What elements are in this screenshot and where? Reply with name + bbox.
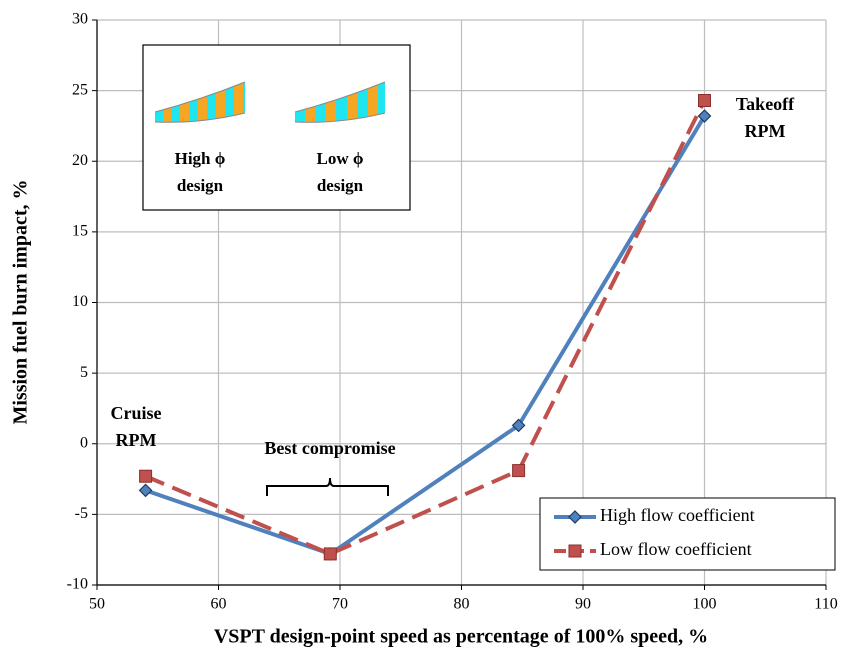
x-tick-label: 50: [89, 596, 105, 613]
y-tick-label: 5: [80, 364, 88, 381]
grid: [92, 19, 827, 590]
x-tick-label: 80: [454, 596, 470, 613]
marker: [698, 94, 711, 108]
series-line: [144, 99, 707, 557]
marker: [323, 547, 337, 561]
inset-label: design: [317, 176, 364, 195]
brace: [266, 477, 389, 496]
x-tick-label: 110: [814, 596, 837, 613]
y-tick-label: 10: [72, 293, 88, 310]
blade-outline: [154, 81, 246, 123]
legend-marker: [568, 510, 582, 524]
legend-label: High flow coefficient: [600, 505, 755, 525]
marker: [139, 469, 153, 483]
y-axis-label: Mission fuel burn impact, %: [10, 179, 32, 424]
x-tick-label: 70: [332, 596, 348, 613]
legend-marker: [568, 544, 582, 558]
y-tick-label: 20: [72, 152, 88, 169]
y-tick-label: 0: [80, 434, 88, 451]
marker: [511, 418, 526, 433]
x-tick-label: 90: [575, 596, 591, 613]
x-tick-label: 100: [693, 596, 717, 613]
inset-label: design: [177, 176, 224, 195]
inset-label: High ϕ: [175, 149, 226, 168]
marker: [697, 109, 712, 123]
legend-box: [539, 497, 836, 571]
series-line: [144, 115, 707, 557]
inset-box: [142, 44, 411, 211]
y-tick-label: -10: [67, 576, 88, 593]
y-tick-label: -5: [75, 505, 88, 522]
blade-outline: [294, 81, 386, 123]
annotation: RPM: [745, 121, 786, 141]
legend-label: Low flow coefficient: [600, 539, 752, 559]
y-tick-label: 25: [72, 81, 88, 98]
annotation: RPM: [116, 430, 157, 450]
legend: High flow coefficient Low flow coefficien…: [539, 497, 836, 571]
x-axis-label: VSPT design-point speed as percentage of…: [214, 626, 708, 648]
marker: [512, 464, 526, 478]
annotation: Cruise: [111, 403, 162, 423]
inset-label: Low ϕ: [317, 149, 364, 168]
annotation: Best compromise: [264, 438, 395, 458]
annotation: Takeoff: [736, 94, 795, 114]
y-tick-label: 30: [72, 11, 88, 28]
marker: [138, 483, 153, 498]
x-tick-label: 60: [211, 596, 227, 613]
y-tick-label: 15: [72, 223, 88, 240]
